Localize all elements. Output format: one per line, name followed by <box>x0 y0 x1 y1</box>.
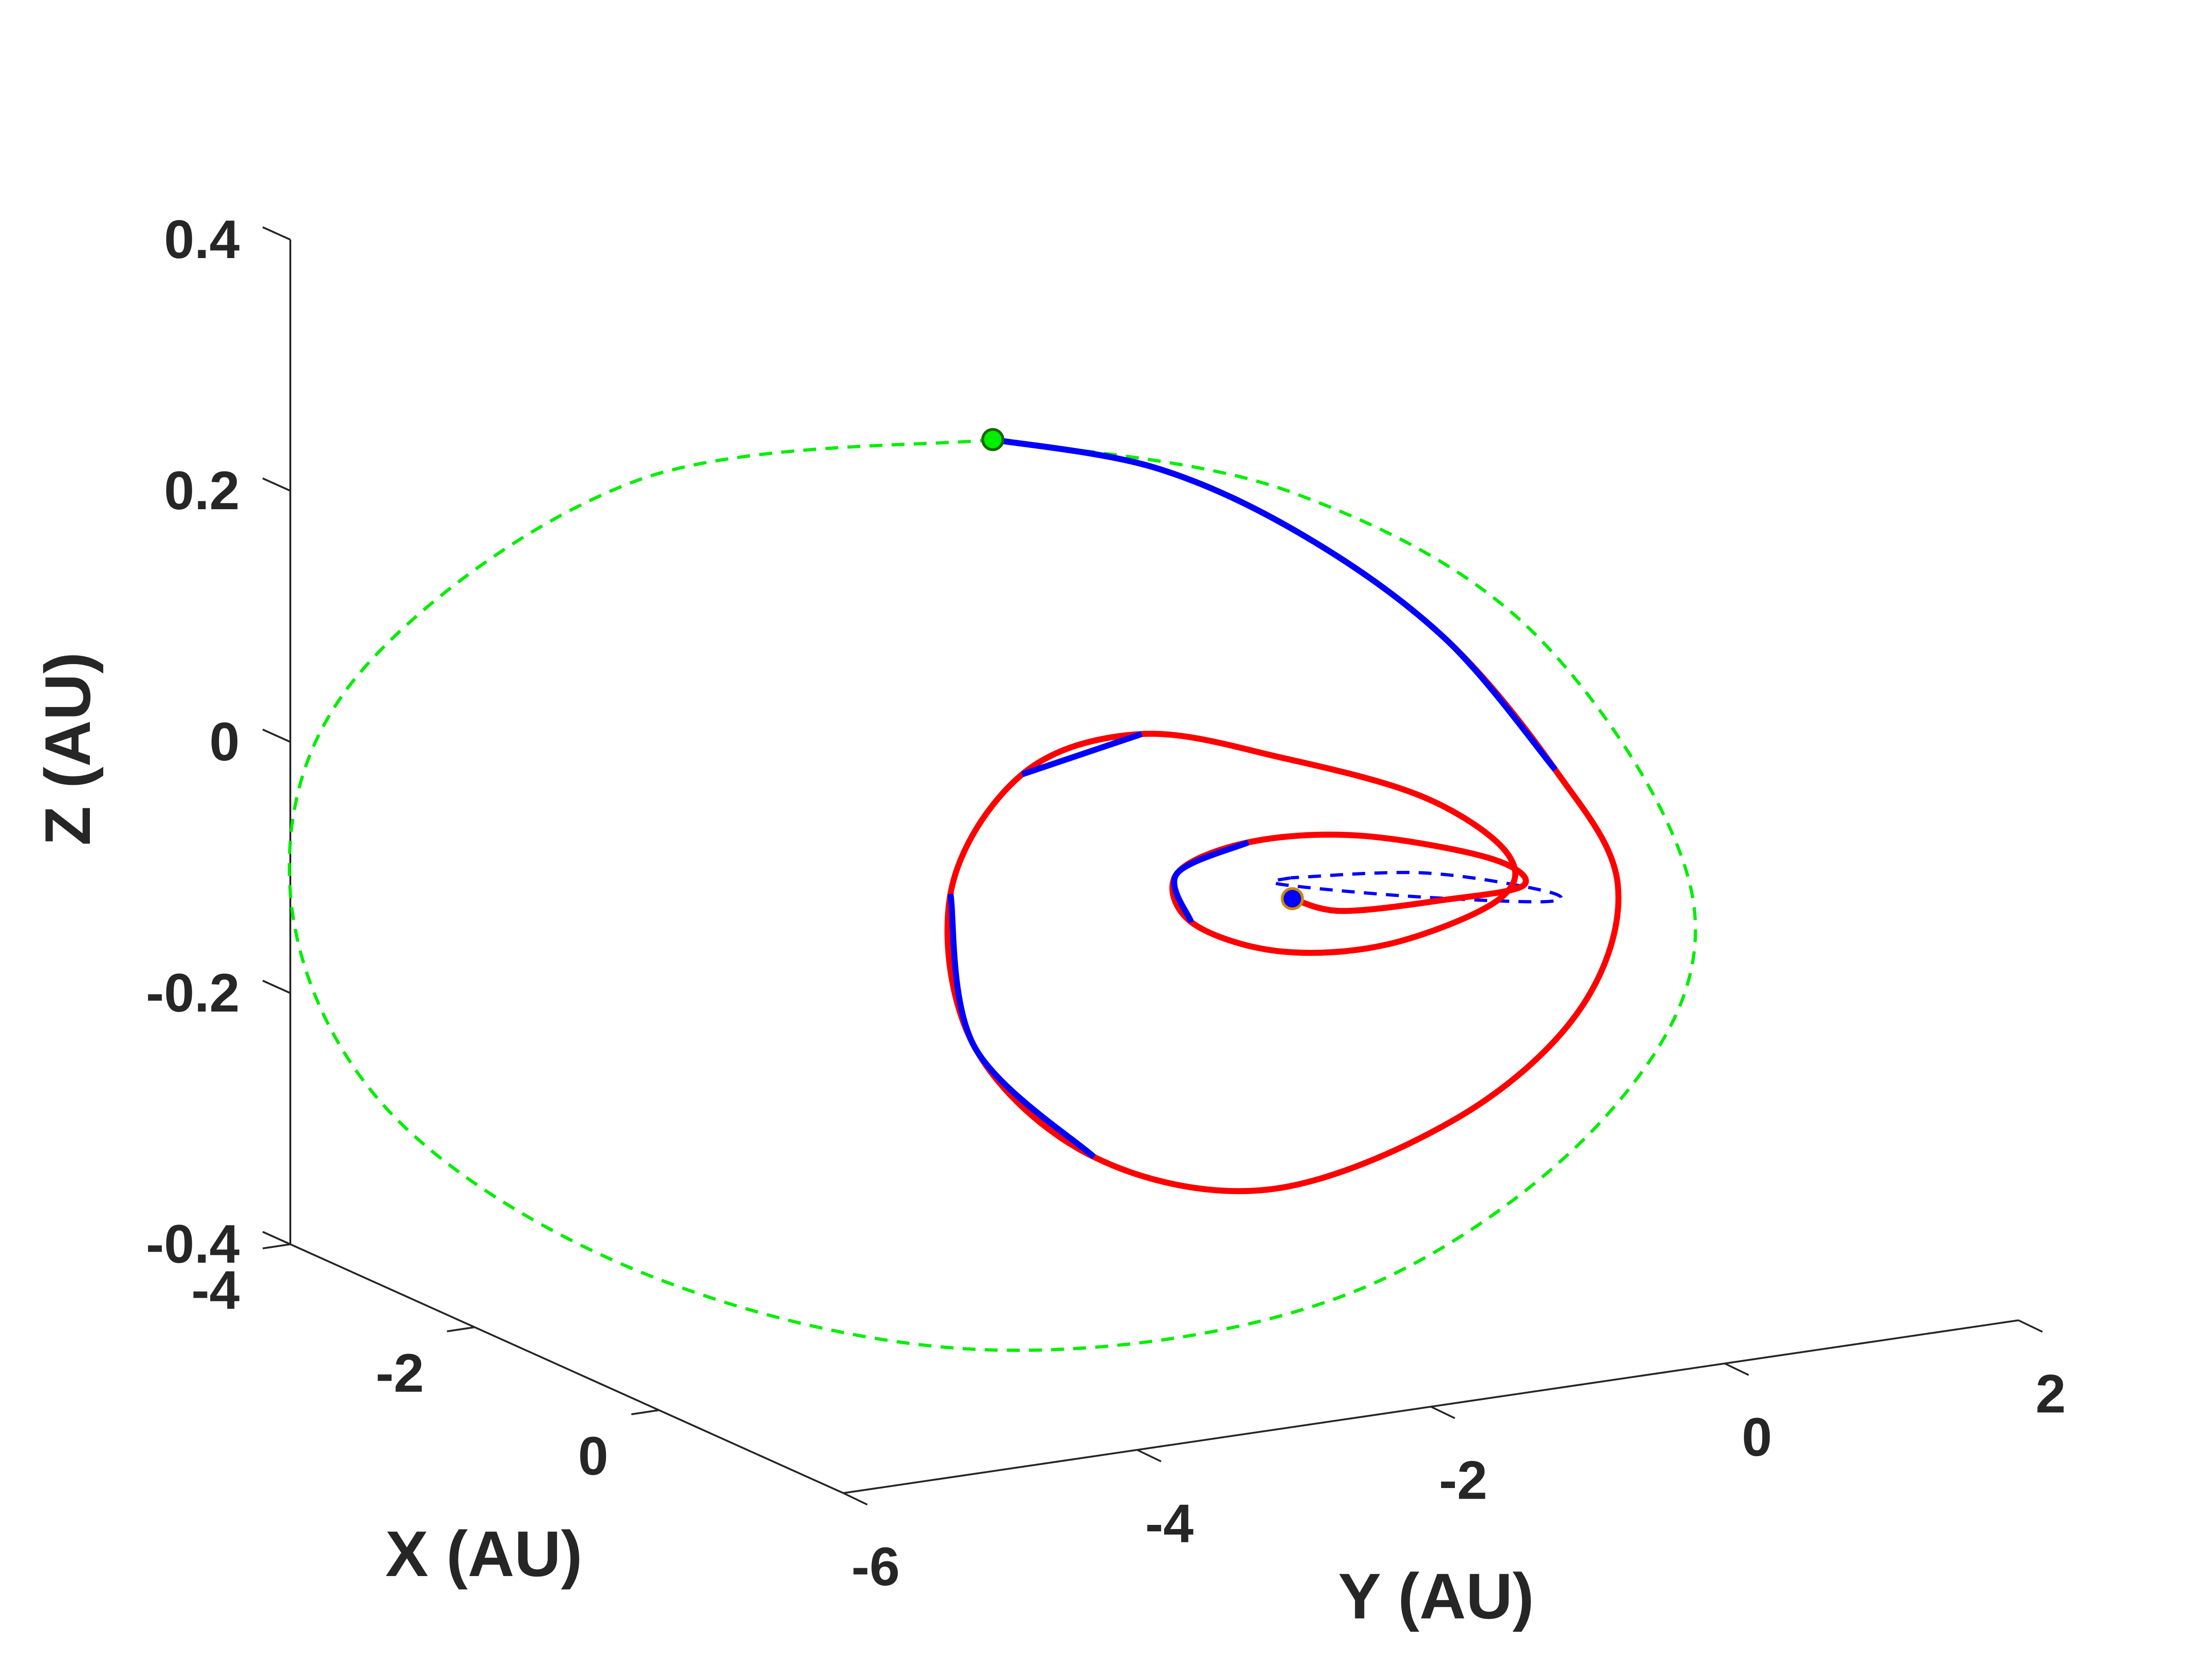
y-tick-label: 2 <box>2036 1364 2066 1424</box>
y-tick-mark <box>843 1492 868 1506</box>
y-axis-ticks: -6 -4 -2 0 2 <box>843 1319 2066 1597</box>
z-tick-mark <box>262 226 291 241</box>
x-tick-label: 0 <box>578 1426 608 1487</box>
z-tick-label: -0.2 <box>146 963 240 1024</box>
trajectory-coast-arc-1 <box>947 893 1096 1159</box>
y-tick-mark <box>2018 1319 2043 1333</box>
z-tick-label: 0 <box>209 712 240 772</box>
y-tick-mark <box>1136 1449 1162 1463</box>
x-tick-label: -2 <box>376 1343 424 1404</box>
x-tick-mark <box>262 1243 291 1249</box>
z-tick-label: -0.4 <box>146 1214 240 1275</box>
z-tick-mark <box>262 980 291 994</box>
z-tick-label: 0.4 <box>164 209 240 270</box>
x-axis-line <box>290 1243 844 1494</box>
y-tick-label: -6 <box>852 1536 900 1597</box>
trajectory-coast-arc-0 <box>992 436 1558 772</box>
orbit-dashed-0 <box>288 438 1697 1352</box>
x-axis-ticks: -4 -2 0 <box>191 1243 659 1487</box>
trajectory-coast-arc-3 <box>1171 839 1250 924</box>
x-axis: -4 -2 0 X (AU) <box>191 1243 844 1590</box>
y-tick-mark <box>1724 1362 1749 1376</box>
y-tick-label: -4 <box>1145 1493 1194 1554</box>
z-tick-mark <box>262 477 291 492</box>
trajectory-marker-0 <box>981 428 1005 451</box>
z-tick-mark <box>262 1231 291 1245</box>
z-axis-ticks: 0.4 0.2 0 -0.2 -0.4 <box>146 209 291 1275</box>
z-axis-label: Z (AU) <box>31 652 104 846</box>
plot-series <box>288 436 1697 1352</box>
x-tick-mark <box>447 1326 475 1332</box>
z-tick-mark <box>262 729 291 743</box>
z-tick-label: 0.2 <box>164 460 240 521</box>
x-tick-mark <box>631 1409 659 1415</box>
x-tick-label: -4 <box>191 1260 240 1321</box>
x-axis-label: X (AU) <box>385 1518 582 1590</box>
orbit-dashed-1 <box>1271 871 1563 904</box>
y-tick-label: 0 <box>1742 1407 1772 1468</box>
trajectory-coast-arc-2 <box>1021 731 1143 777</box>
trajectory-marker-1 <box>1281 887 1304 911</box>
plot-markers <box>981 428 1304 911</box>
y-axis-label: Y (AU) <box>1338 1560 1534 1632</box>
y-tick-mark <box>1430 1406 1455 1419</box>
z-axis: 0.4 0.2 0 -0.2 -0.4 Z (AU) <box>31 209 291 1275</box>
trajectory-thrust-arc <box>944 436 1622 1194</box>
y-tick-label: -2 <box>1439 1450 1488 1511</box>
y-axis: -6 -4 -2 0 2 Y (AU) <box>843 1319 2066 1632</box>
